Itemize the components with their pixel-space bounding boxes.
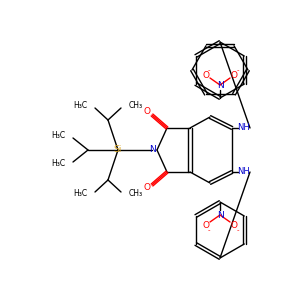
Text: N: N (217, 211, 224, 220)
Text: N: N (217, 80, 224, 89)
Text: -: - (208, 227, 210, 233)
Text: -: - (237, 227, 239, 233)
Text: CH₃: CH₃ (129, 101, 143, 110)
Text: N: N (148, 146, 155, 154)
Text: H₃C: H₃C (51, 160, 65, 169)
Text: O: O (202, 70, 209, 80)
Text: O: O (143, 107, 151, 116)
Text: O: O (230, 220, 238, 230)
Text: -: - (237, 67, 239, 73)
Text: CH₃: CH₃ (129, 190, 143, 199)
Text: O: O (202, 220, 209, 230)
Text: NH: NH (238, 167, 250, 176)
Text: NH: NH (238, 124, 250, 133)
Text: Si: Si (114, 146, 122, 154)
Text: H₃C: H₃C (51, 131, 65, 140)
Text: -: - (208, 67, 210, 73)
Text: H₃C: H₃C (73, 101, 87, 110)
Text: O: O (230, 70, 238, 80)
Text: H₃C: H₃C (73, 190, 87, 199)
Text: O: O (143, 184, 151, 193)
